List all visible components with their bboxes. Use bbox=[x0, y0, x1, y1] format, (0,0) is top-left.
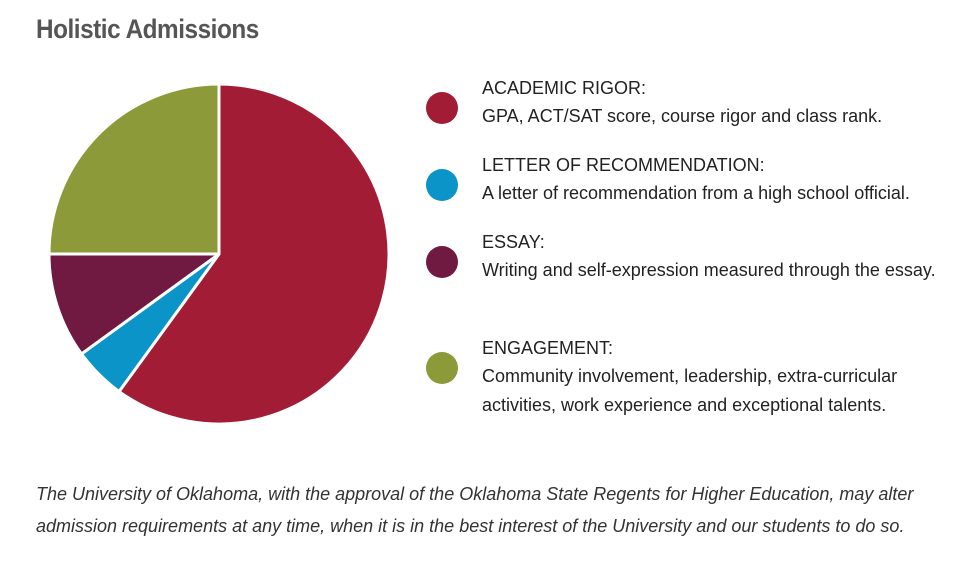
legend-item-essay: ESSAY: Writing and self-expression measu… bbox=[426, 228, 966, 334]
page-title: Holistic Admissions bbox=[36, 14, 259, 44]
legend-item-letter-of-recommendation: LETTER OF RECOMMENDATION: A letter of re… bbox=[426, 151, 966, 228]
legend-desc: Writing and self-expression measured thr… bbox=[482, 260, 936, 280]
legend-item-academic-rigor: ACADEMIC RIGOR: GPA, ACT/SAT score, cour… bbox=[426, 74, 966, 151]
legend-title: LETTER OF RECOMMENDATION: bbox=[482, 155, 765, 175]
pie-slices bbox=[47, 82, 391, 426]
legend-desc: A letter of recommendation from a high s… bbox=[482, 183, 910, 203]
legend-swatch bbox=[426, 169, 458, 201]
legend-title: ACADEMIC RIGOR: bbox=[482, 78, 647, 98]
disclaimer-footnote: The University of Oklahoma, with the app… bbox=[36, 484, 914, 536]
pie-slice-academic-rigor bbox=[117, 82, 391, 426]
legend-desc: GPA, ACT/SAT score, course rigor and cla… bbox=[482, 106, 883, 126]
legend-swatch bbox=[426, 246, 458, 278]
legend-swatch bbox=[426, 92, 458, 124]
legend-desc: Community involvement, leadership, extra… bbox=[482, 366, 898, 415]
legend: ACADEMIC RIGOR: GPA, ACT/SAT score, cour… bbox=[426, 74, 966, 440]
pie-slice-engagement bbox=[47, 82, 221, 256]
legend-swatch bbox=[426, 352, 458, 384]
pie-chart bbox=[47, 82, 391, 426]
legend-item-engagement: ENGAGEMENT: Community involvement, leade… bbox=[426, 334, 966, 440]
legend-title: ENGAGEMENT: bbox=[482, 338, 614, 358]
legend-title: ESSAY: bbox=[482, 232, 545, 252]
pie-slice-essay bbox=[47, 252, 221, 356]
